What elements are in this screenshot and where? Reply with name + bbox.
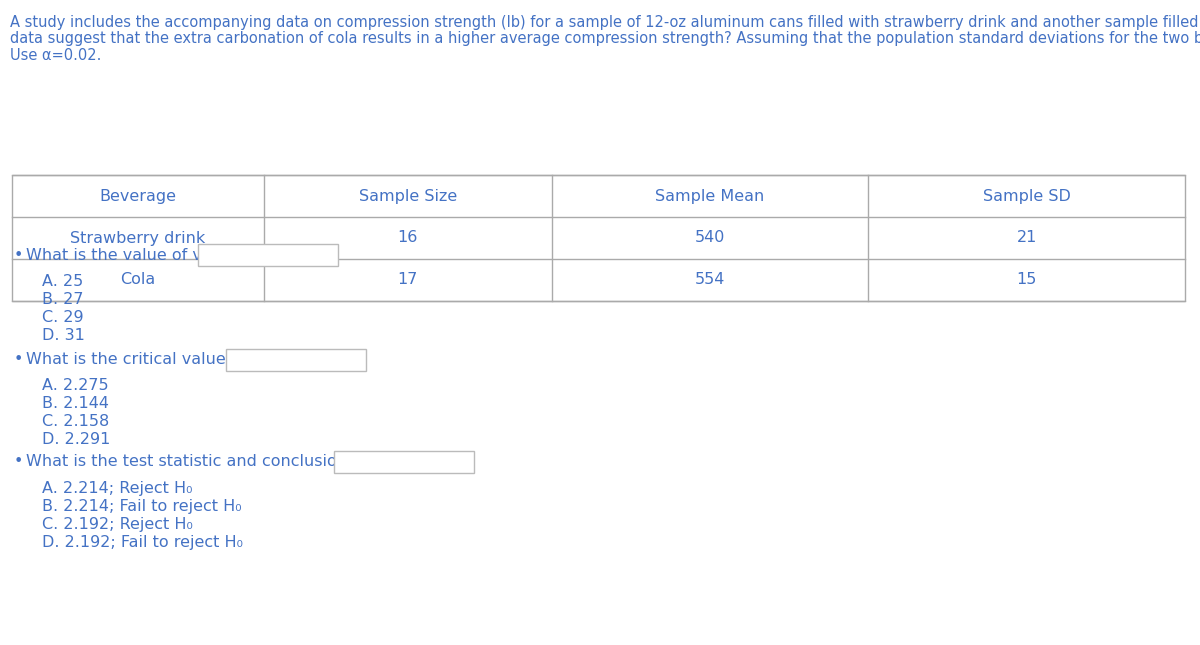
Text: Sample Size: Sample Size	[359, 188, 457, 204]
Text: 540: 540	[695, 230, 725, 246]
Text: What is the value of v?: What is the value of v?	[26, 248, 210, 263]
Text: 21: 21	[1016, 230, 1037, 246]
Text: A study includes the accompanying data on compression strength (lb) for a sample: A study includes the accompanying data o…	[10, 15, 1200, 30]
Text: B. 2.144: B. 2.144	[42, 397, 109, 412]
Text: •: •	[14, 248, 23, 263]
Text: B. 2.214; Fail to reject H₀: B. 2.214; Fail to reject H₀	[42, 499, 241, 513]
Text: Cola: Cola	[120, 272, 156, 288]
Text: Use α=0.02.: Use α=0.02.	[10, 48, 101, 63]
Text: data suggest that the extra carbonation of cola results in a higher average comp: data suggest that the extra carbonation …	[10, 32, 1200, 46]
Text: C. 2.192; Reject H₀: C. 2.192; Reject H₀	[42, 517, 193, 531]
Text: A. 25: A. 25	[42, 273, 83, 288]
Text: A. 2.275: A. 2.275	[42, 379, 109, 393]
Bar	[227, 349, 366, 371]
Text: Strawberry drink: Strawberry drink	[71, 230, 205, 246]
Text: 554: 554	[695, 272, 725, 288]
Text: •: •	[14, 353, 23, 368]
Text: D. 31: D. 31	[42, 328, 85, 342]
Text: What is the critical value?: What is the critical value?	[26, 353, 234, 368]
Bar	[198, 244, 337, 266]
Text: 15: 15	[1016, 272, 1037, 288]
Text: •: •	[14, 455, 23, 470]
Text: D. 2.291: D. 2.291	[42, 433, 110, 448]
Text: A. 2.214; Reject H₀: A. 2.214; Reject H₀	[42, 481, 192, 495]
Text: 17: 17	[397, 272, 418, 288]
Text: Sample Mean: Sample Mean	[655, 188, 764, 204]
Text: What is the test statistic and conclusion?: What is the test statistic and conclusio…	[26, 455, 355, 470]
Text: Beverage: Beverage	[100, 188, 176, 204]
Text: C. 29: C. 29	[42, 310, 84, 324]
Text: Sample SD: Sample SD	[983, 188, 1070, 204]
Bar	[335, 451, 474, 473]
Bar	[12, 175, 1186, 301]
Text: 16: 16	[397, 230, 418, 246]
Text: C. 2.158: C. 2.158	[42, 415, 109, 430]
Text: D. 2.192; Fail to reject H₀: D. 2.192; Fail to reject H₀	[42, 535, 242, 550]
Text: B. 27: B. 27	[42, 292, 84, 306]
